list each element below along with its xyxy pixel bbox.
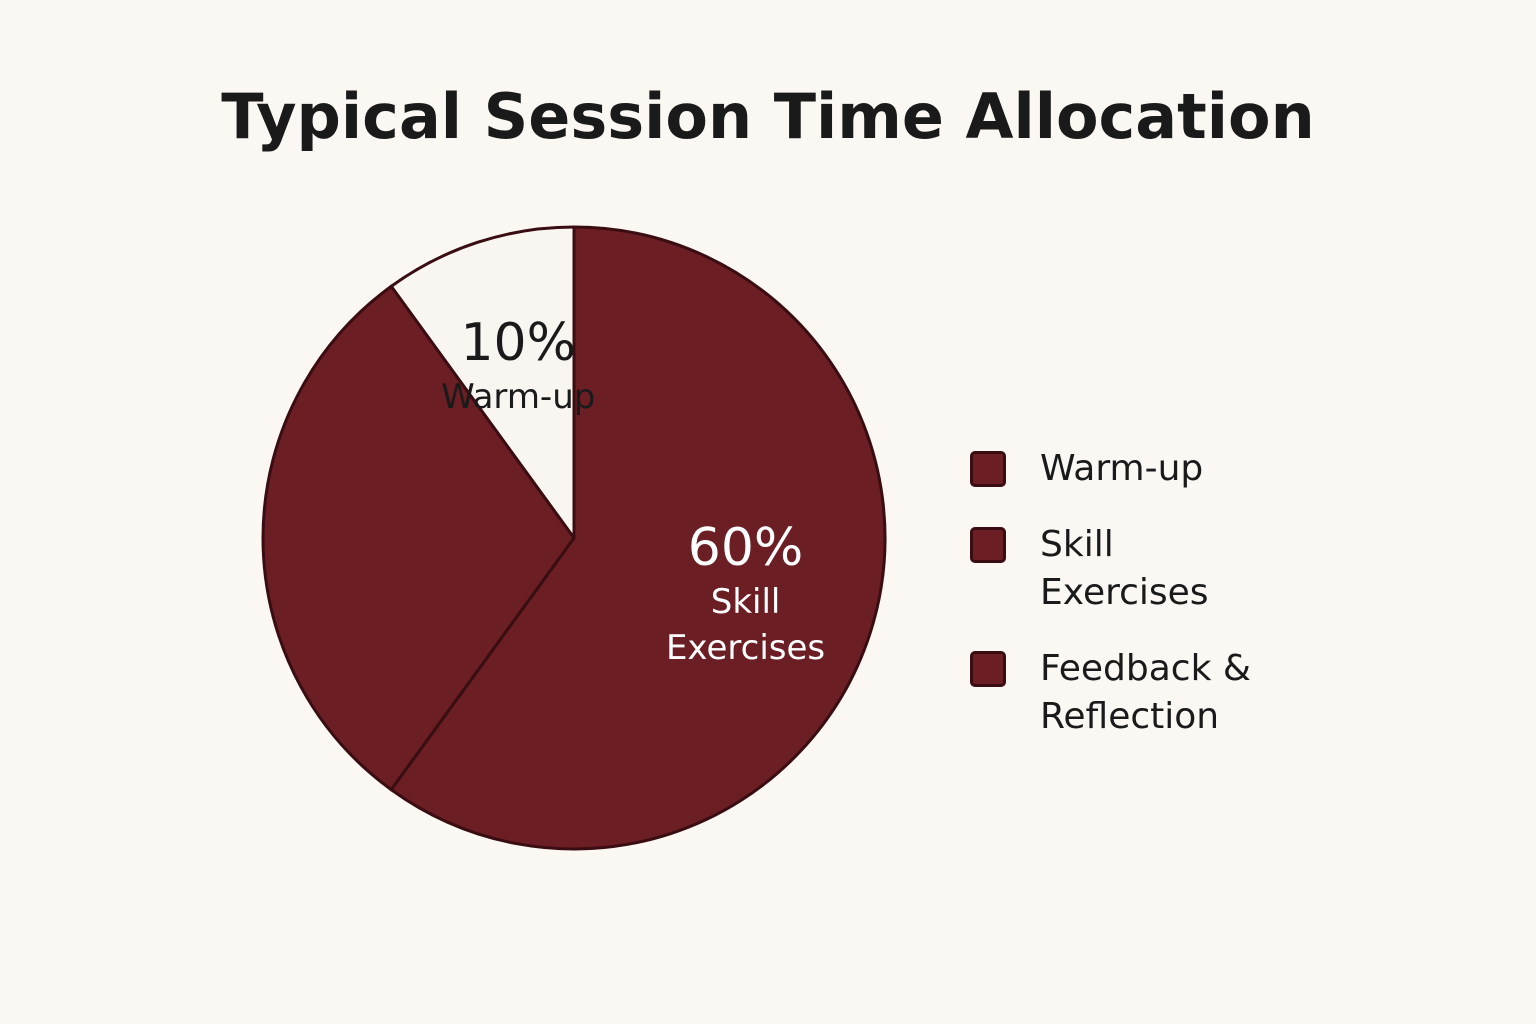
legend-swatch	[970, 451, 1006, 487]
legend-swatch	[970, 527, 1006, 563]
legend-swatch	[970, 651, 1006, 687]
pie-slice	[389, 225, 576, 543]
legend-label: Skill Exercises	[1040, 524, 1209, 613]
legend-item: Feedback & Reflection	[970, 645, 1330, 741]
slice-label: 60% Skill Exercises	[651, 517, 841, 671]
value-label: 10%	[460, 313, 577, 374]
category-label: Warm-up	[441, 377, 596, 418]
chart-title: Typical Session Time Allocation	[221, 80, 1315, 153]
legend-label: Warm-up	[1040, 448, 1204, 489]
legend-item: Warm-up	[970, 445, 1330, 493]
pie-slice	[261, 284, 576, 792]
legend-label: Feedback & Reflection	[1040, 648, 1251, 737]
slice-label: 10% Warm-up	[408, 312, 628, 420]
value-label: 60%	[687, 517, 804, 578]
pie-slice	[389, 225, 887, 851]
category-label: Skill Exercises	[665, 581, 826, 668]
legend: Warm-up Skill Exercises Feedback & Reflect…	[970, 445, 1330, 769]
legend-item: Skill Exercises	[970, 521, 1330, 617]
